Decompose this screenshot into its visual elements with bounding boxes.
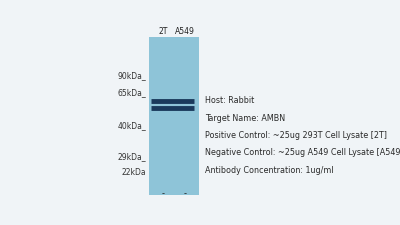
Text: 40kDa_: 40kDa_ bbox=[117, 121, 146, 130]
Text: 65kDa_: 65kDa_ bbox=[117, 88, 146, 97]
Text: -: - bbox=[162, 189, 165, 198]
Text: -: - bbox=[183, 189, 186, 198]
Text: Target Name: AMBN: Target Name: AMBN bbox=[205, 114, 285, 123]
Text: Negative Control: ~25ug A549 Cell Lysate [A549]: Negative Control: ~25ug A549 Cell Lysate… bbox=[205, 148, 400, 157]
Text: Host: Rabbit: Host: Rabbit bbox=[205, 96, 254, 105]
Text: Antibody Concentration: 1ug/ml: Antibody Concentration: 1ug/ml bbox=[205, 166, 334, 175]
Text: 22kDa: 22kDa bbox=[122, 168, 146, 177]
Text: 90kDa_: 90kDa_ bbox=[117, 71, 146, 80]
Text: 2T: 2T bbox=[158, 27, 168, 36]
Text: A549: A549 bbox=[175, 27, 195, 36]
FancyBboxPatch shape bbox=[149, 37, 199, 195]
Text: Positive Control: ~25ug 293T Cell Lysate [2T]: Positive Control: ~25ug 293T Cell Lysate… bbox=[205, 131, 387, 140]
Text: 29kDa_: 29kDa_ bbox=[118, 153, 146, 162]
